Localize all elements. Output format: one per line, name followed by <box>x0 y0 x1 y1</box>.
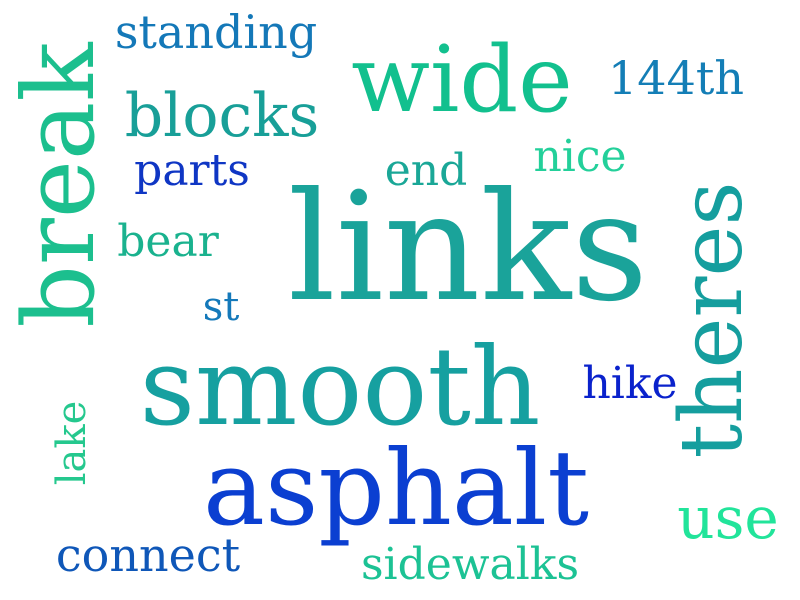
word-st: st <box>202 284 240 330</box>
word-end: end <box>384 145 468 196</box>
word-blocks: blocks <box>124 81 320 151</box>
word-standing: standing <box>114 5 318 59</box>
word-links: links <box>287 161 649 335</box>
word-bear: bear <box>117 216 219 267</box>
word-hike: hike <box>582 358 678 409</box>
word-theres: theres <box>662 181 762 459</box>
word-lake: lake <box>49 400 95 486</box>
word-wide: wide <box>351 26 573 133</box>
word-use: use <box>677 484 779 552</box>
word-asphalt: asphalt <box>203 427 589 549</box>
word-sidewalks: sidewalks <box>360 539 580 590</box>
word-nice: nice <box>533 131 627 182</box>
word-smooth: smooth <box>139 325 541 450</box>
word-parts: parts <box>134 145 250 196</box>
word-connect: connect <box>55 528 241 582</box>
word-144th: 144th <box>608 51 744 105</box>
word-break: break <box>3 42 117 328</box>
